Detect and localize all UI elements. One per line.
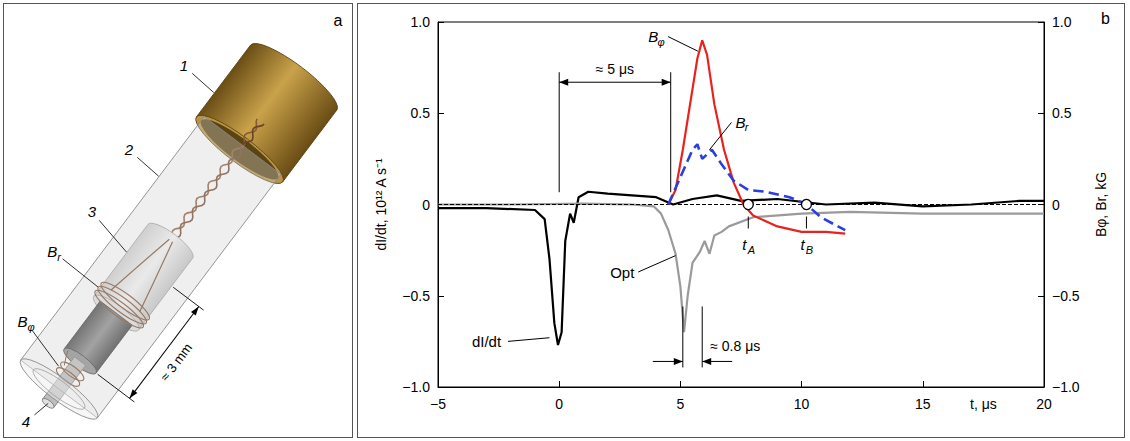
svg-text:Bφ: Bφ (17, 313, 34, 333)
svg-text:B: B (648, 28, 659, 46)
svg-text:Br: Br (47, 243, 62, 263)
svg-text:b: b (1101, 10, 1110, 27)
svg-text:φ: φ (658, 36, 665, 48)
svg-text:0: 0 (1052, 197, 1060, 213)
svg-text:−1.0: −1.0 (1052, 379, 1080, 395)
svg-text:−1.0: −1.0 (402, 379, 430, 395)
svg-text:≈ 0.8 μs: ≈ 0.8 μs (710, 338, 760, 354)
svg-text:dI/dt, 10¹² A s⁻¹: dI/dt, 10¹² A s⁻¹ (373, 158, 389, 250)
svg-text:5: 5 (677, 396, 685, 412)
svg-text:−0.5: −0.5 (1052, 288, 1080, 304)
svg-text:10: 10 (794, 396, 810, 412)
svg-text:0: 0 (422, 197, 430, 213)
svg-text:2: 2 (124, 141, 134, 158)
svg-text:0.5: 0.5 (411, 105, 431, 121)
svg-text:20: 20 (1036, 396, 1052, 412)
svg-text:B: B (806, 244, 813, 256)
svg-text:B: B (735, 113, 746, 131)
svg-text:−0.5: −0.5 (402, 288, 430, 304)
svg-text:A: A (747, 244, 755, 256)
svg-text:≈ 3 mm: ≈ 3 mm (157, 340, 195, 384)
svg-text:≈ 5 μs: ≈ 5 μs (596, 61, 634, 77)
svg-text:dI/dt: dI/dt (472, 333, 502, 350)
svg-text:15: 15 (915, 396, 931, 412)
svg-text:t: t (742, 236, 747, 253)
svg-text:t, μs: t, μs (970, 396, 997, 412)
svg-text:1.0: 1.0 (1052, 14, 1072, 30)
svg-text:1: 1 (180, 57, 188, 74)
svg-text:a: a (334, 12, 343, 29)
svg-text:Bφ, Br, kG: Bφ, Br, kG (1093, 172, 1109, 237)
svg-text:0.5: 0.5 (1052, 105, 1072, 121)
svg-text:1.0: 1.0 (411, 14, 431, 30)
svg-text:r: r (745, 121, 750, 133)
svg-text:Opt: Opt (610, 264, 635, 281)
svg-text:4: 4 (22, 413, 30, 430)
svg-text:0: 0 (555, 396, 563, 412)
svg-text:3: 3 (88, 203, 97, 220)
svg-text:−5: −5 (430, 396, 446, 412)
svg-text:t: t (800, 236, 805, 253)
